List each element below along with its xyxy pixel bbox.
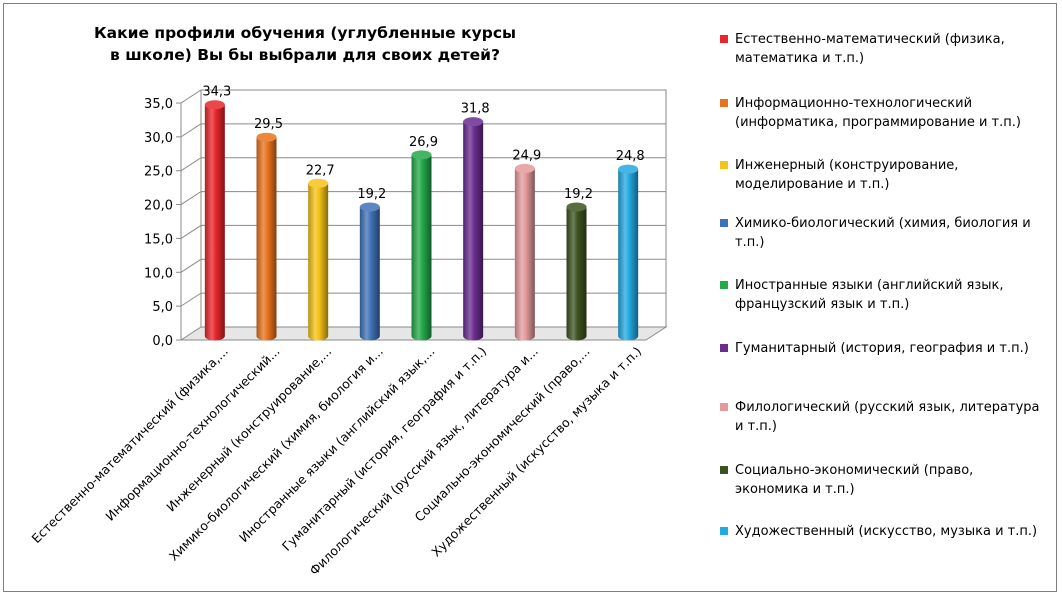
data-label: 22,7: [306, 163, 335, 178]
data-label: 31,8: [461, 102, 490, 117]
bar-body: [256, 137, 277, 341]
legend-label-line: Химико-биологический (химия, биология и: [735, 216, 1031, 231]
legend-swatch: [720, 35, 728, 43]
chart-title-line-2: в школе) Вы бы выбрали для своих детей?: [110, 46, 500, 64]
legend-label-line: экономика и т.п.): [735, 482, 855, 497]
legend-label-line: Информационно-технологический: [735, 96, 973, 111]
legend-label-line: Социально-экономический (право,: [735, 463, 974, 478]
legend-label: Социально-экономический (право, экономика…: [735, 461, 1050, 499]
bar: [204, 100, 225, 341]
data-label: 24,9: [512, 148, 541, 163]
y-tick-label: 10,0: [144, 266, 173, 281]
legend-label: Иностранные языки (английский язык, франц…: [735, 276, 1050, 314]
y-tick-label: 35,0: [144, 97, 173, 112]
y-tick-label: 20,0: [144, 199, 173, 214]
legend-label-line: и т.п.): [735, 419, 777, 434]
data-label: 19,2: [357, 187, 386, 202]
legend-swatch: [720, 161, 728, 169]
legend-label-line: Иностранные языки (английский язык,: [735, 278, 1004, 293]
legend-label: Химико-биологический (химия, биология и т…: [735, 214, 1050, 252]
bar: [618, 164, 639, 341]
legend-label: Филологический (русский язык, литература…: [735, 398, 1050, 436]
category-label: Иностранные языки (английский язык,...: [236, 344, 438, 546]
legend-label-line: Инженерный (конструирование,: [735, 158, 959, 173]
legend-label-line: Художественный (искусство, музыка и т.п.…: [735, 524, 1038, 539]
legend-swatch: [720, 99, 728, 107]
bar-body: [618, 169, 639, 341]
legend-swatch: [720, 281, 728, 289]
legend-label: Информационно-технологический (информатик…: [735, 94, 1050, 132]
bar-top: [359, 202, 380, 212]
bar-body: [411, 154, 432, 341]
bar: [566, 202, 587, 341]
bar: [514, 163, 535, 341]
bar: [308, 178, 329, 341]
y-tick-label: 30,0: [144, 131, 173, 146]
legend-label-line: математика и т.п.): [735, 51, 865, 66]
gridline: [180, 224, 666, 239]
legend-label-line: Филологический (русский язык, литература: [735, 400, 1040, 415]
gridline: [180, 258, 666, 273]
bar-top: [411, 150, 432, 160]
chart-frame: [3, 3, 1057, 592]
bar-top: [514, 163, 535, 173]
legend-label-line: французский язык и т.п.): [735, 297, 910, 312]
y-tick-label: 0,0: [152, 334, 173, 349]
bar: [359, 202, 380, 341]
legend-swatch: [720, 219, 728, 227]
gridline: [180, 157, 666, 172]
bar-top: [463, 117, 484, 127]
gridline: [180, 191, 666, 205]
data-label: 19,2: [564, 187, 593, 202]
bar-body: [463, 121, 484, 341]
bar-top: [256, 132, 277, 142]
bar-top: [618, 164, 639, 174]
chart-title-line-1: Какие профили обучения (углубленные курс…: [93, 24, 517, 42]
bar-body: [308, 183, 329, 341]
bar-body: [204, 104, 225, 341]
legend-label-line: т.п.): [735, 235, 765, 250]
bar-top: [566, 202, 587, 212]
y-tick-label: 25,0: [144, 165, 173, 180]
y-tick-label: 5,0: [152, 300, 173, 315]
bar: [463, 117, 484, 341]
chart-title: Какие профили обучения (углубленные курс…: [85, 22, 525, 66]
legend-label: Художественный (искусство, музыка и т.п.…: [735, 522, 1050, 541]
legend-label: Естественно-математический (физика, матем…: [735, 30, 1050, 68]
legend-swatch: [720, 527, 728, 535]
gridline: [180, 123, 666, 138]
legend-label-line: (информатика, программирование и т.п.): [735, 115, 1021, 130]
bar: [256, 132, 277, 341]
category-label: Естественно-математический (физика,...: [29, 344, 231, 546]
bar: [411, 150, 432, 341]
y-tick-label: 15,0: [144, 232, 173, 247]
gridline: [180, 292, 666, 307]
gridline: [180, 89, 666, 104]
data-label: 26,9: [409, 135, 438, 150]
data-label: 34,3: [202, 85, 231, 100]
data-label: 29,5: [254, 117, 283, 132]
legend-swatch: [720, 403, 728, 411]
bar-body: [566, 206, 587, 341]
legend-swatch: [720, 344, 728, 352]
data-label: 24,8: [616, 149, 645, 164]
bar-body: [359, 206, 380, 341]
legend-label-line: Естественно-математический (физика,: [735, 32, 1005, 47]
legend-label-line: моделирование и т.п.): [735, 177, 890, 192]
legend-swatch: [720, 466, 728, 474]
bar-top: [204, 100, 225, 110]
bar-top: [308, 178, 329, 188]
bar-body: [514, 168, 535, 341]
legend-label: Гуманитарный (история, география и т.п.): [735, 339, 1050, 358]
legend-label: Инженерный (конструирование, моделировани…: [735, 156, 1050, 194]
legend-label-line: Гуманитарный (история, география и т.п.): [735, 341, 1029, 356]
